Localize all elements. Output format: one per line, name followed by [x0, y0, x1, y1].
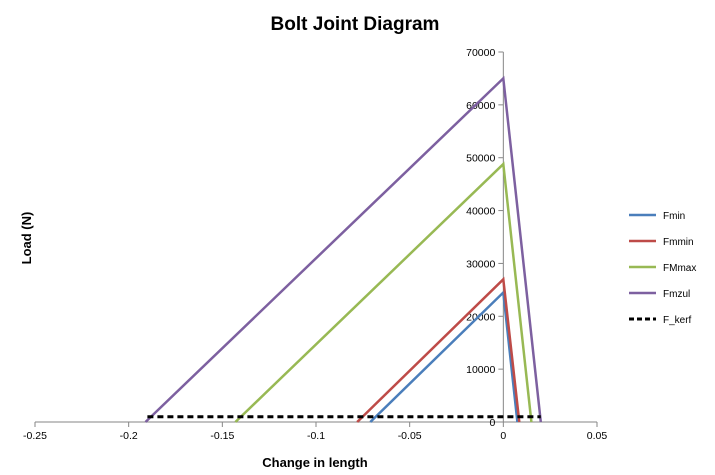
x-tick-label: -0.15 — [210, 430, 234, 442]
legend-label-f-kerf: F_kerf — [663, 315, 692, 326]
axes: -0.25 -0.2 -0.15 -0.1 -0.05 0 0.05010000200003… — [23, 47, 607, 442]
y-tick-label: 60000 — [466, 100, 495, 112]
y-tick-label: 0 — [489, 417, 495, 429]
series-line-fmmin — [356, 276, 521, 423]
legend-label-fmzul: Fmzul — [663, 289, 690, 300]
x-tick-label: -0.25 — [23, 430, 47, 442]
series-line-fmin — [369, 289, 519, 423]
series-line-fmzul — [144, 75, 543, 423]
y-tick-label: 70000 — [466, 47, 495, 59]
x-tick-label: -0.1 — [307, 430, 325, 442]
y-tick-label: 10000 — [466, 364, 495, 376]
x-tick-label: -0.05 — [398, 430, 422, 442]
legend: Fmin Fmmin FMmax Fmzul F_kerf — [629, 211, 696, 326]
y-tick-label: 50000 — [466, 153, 495, 165]
chart-title: Bolt Joint Diagram — [271, 14, 440, 35]
x-tick-label: 0.05 — [587, 430, 608, 442]
series-line-fmmax — [234, 161, 533, 423]
x-tick-label: -0.2 — [120, 430, 138, 442]
legend-label-fmmin: Fmmin — [663, 237, 694, 248]
y-tick-label: 30000 — [466, 258, 495, 270]
x-axis-title: Change in length — [262, 455, 368, 470]
x-tick-label: 0 — [500, 430, 506, 442]
legend-label-fmin: Fmin — [663, 211, 685, 222]
y-axis-title: Load (N) — [19, 212, 34, 265]
series-layer — [144, 75, 543, 423]
legend-label-fmmax: FMmax — [663, 263, 696, 274]
y-tick-label: 40000 — [466, 206, 495, 218]
